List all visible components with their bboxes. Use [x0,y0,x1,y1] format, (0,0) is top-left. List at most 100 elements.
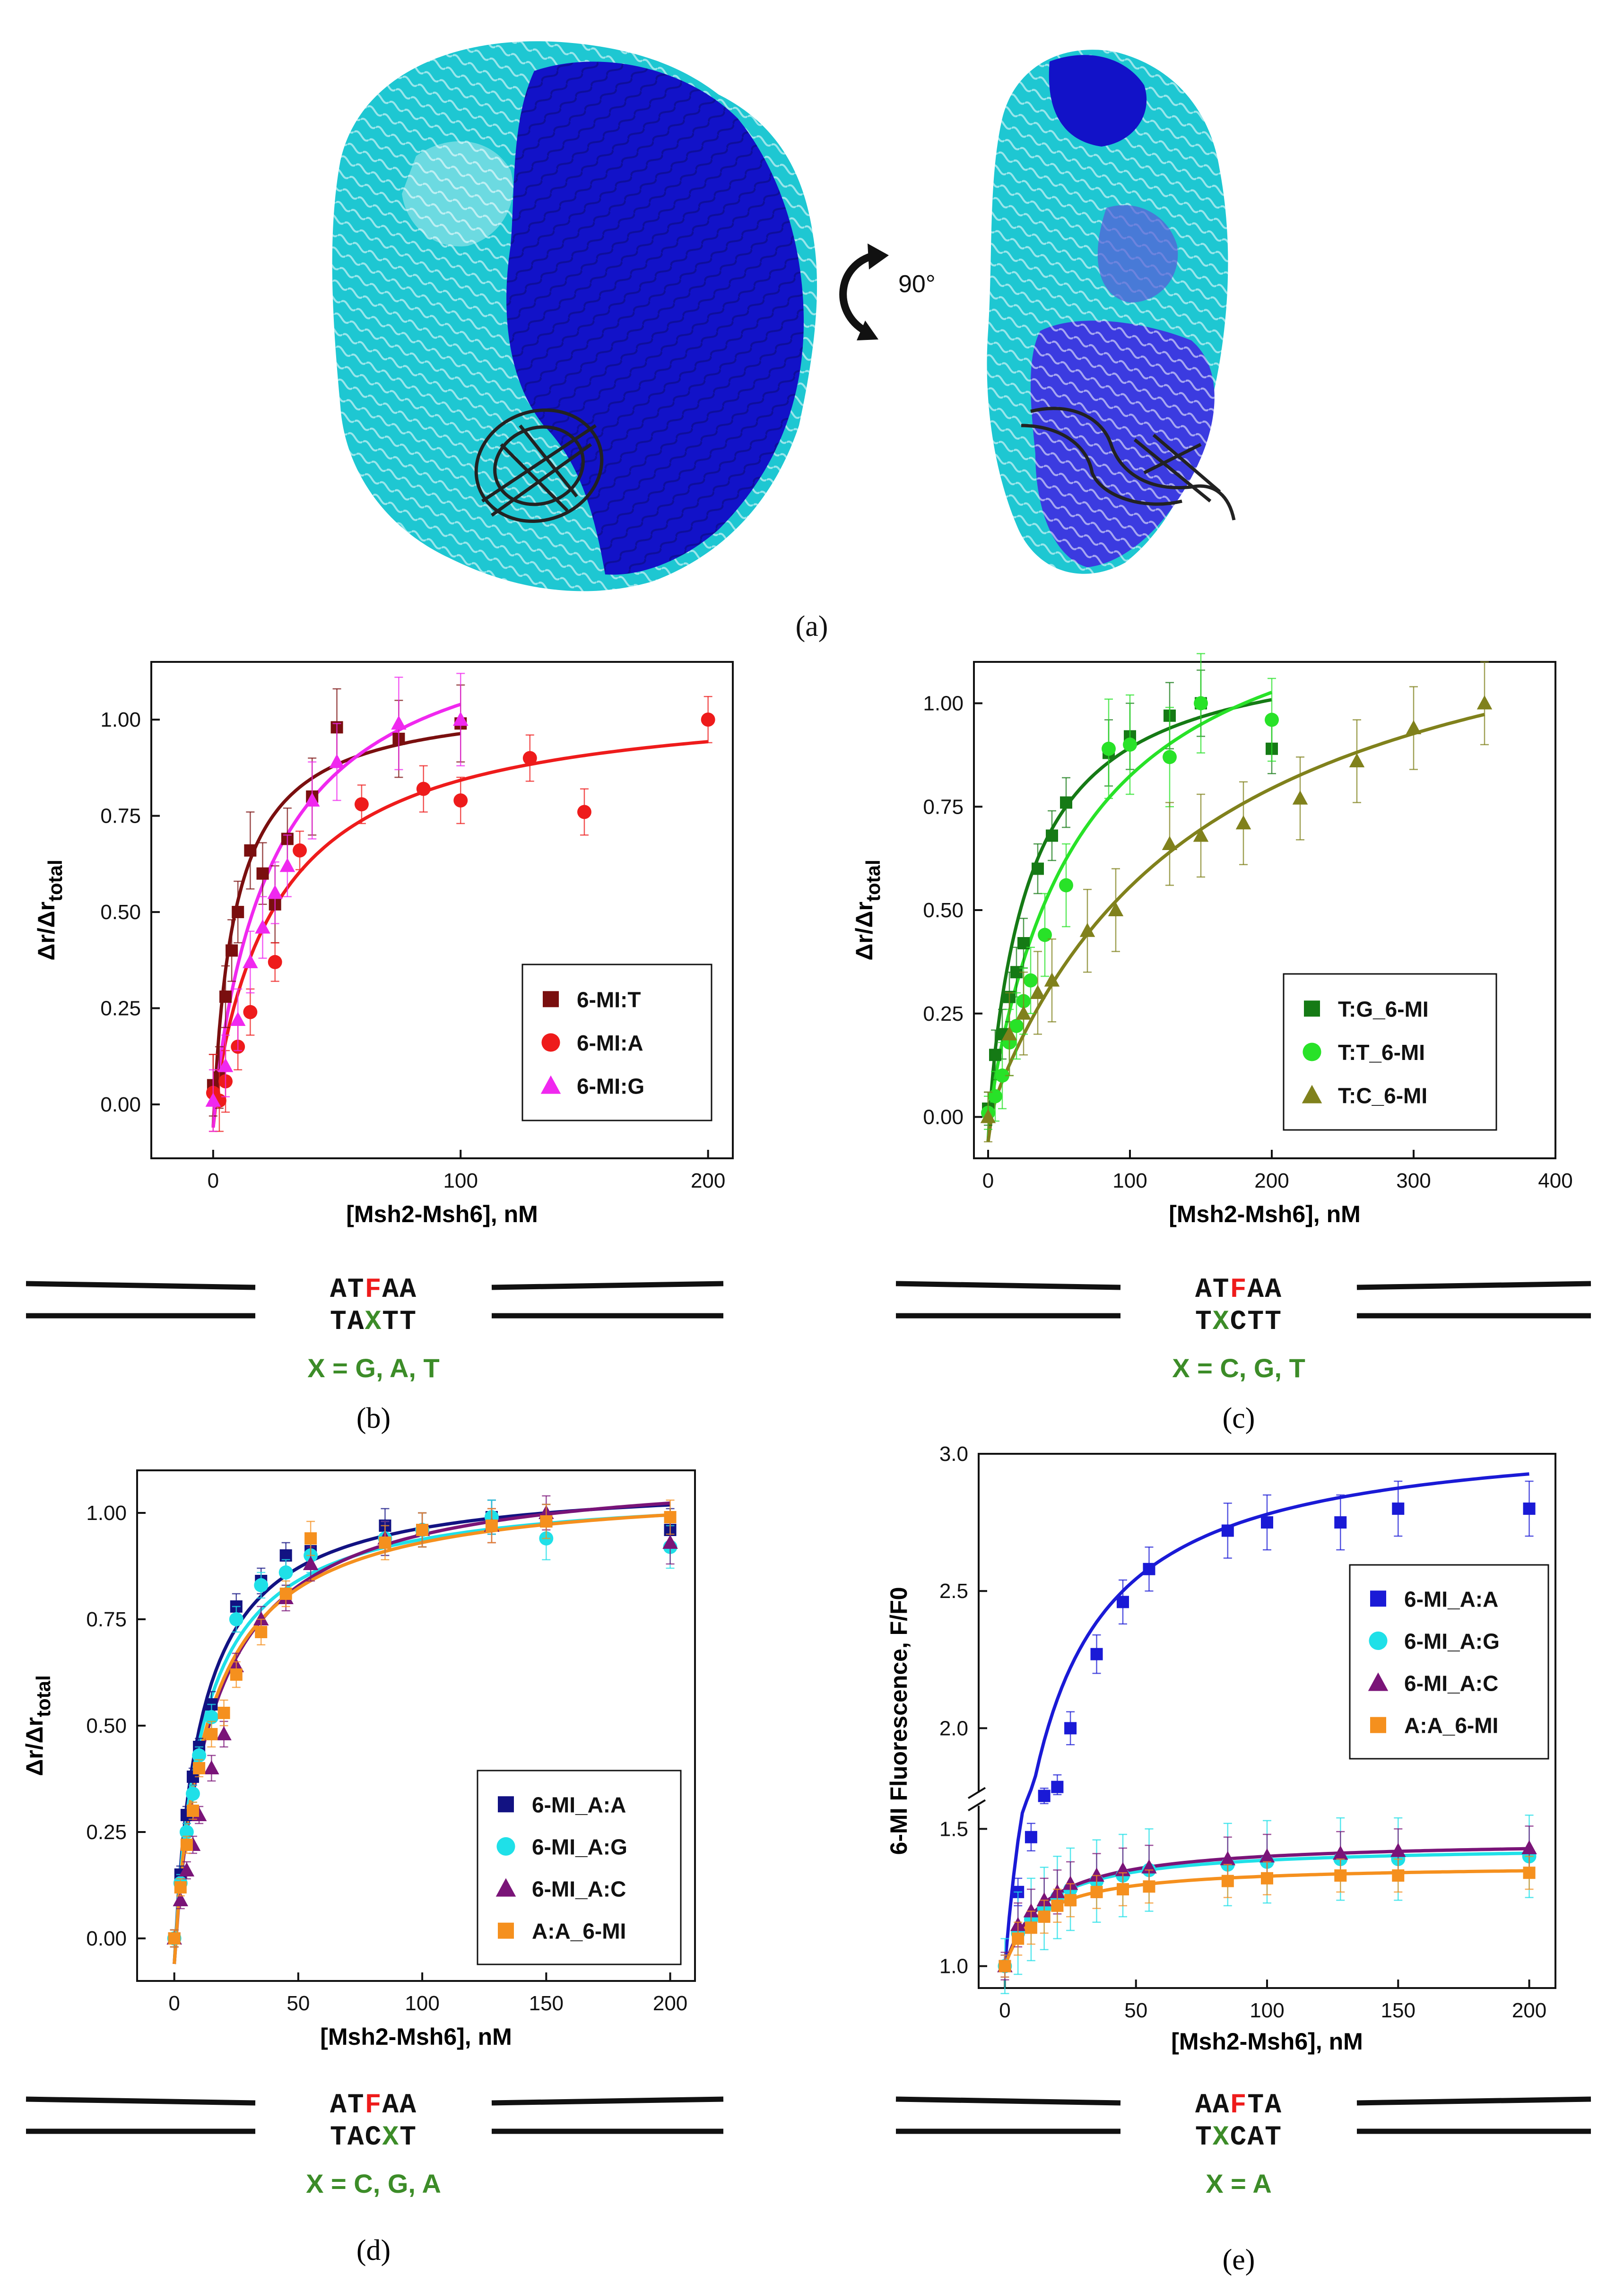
axes-e: 0 50 100 150 200 1.0 1.5 2.0 2.5 3.0 [939,1442,1546,2022]
sequence-top: ATFAA [330,1275,417,1305]
data-point [180,1839,193,1851]
data-point [995,1068,1009,1083]
data-point [1025,1921,1037,1934]
base: T [399,1307,417,1337]
y-axis-label-b: Δr/Δrtotal [33,860,66,960]
data-point [1261,1516,1273,1529]
dna-strand [895,2096,1121,2106]
legend-marker [1368,1672,1389,1691]
data-point [304,792,320,807]
axes-b: 0 100 200 0.00 0.25 0.50 0.75 1.00 [100,708,725,1192]
y-tick-label: 3.0 [939,1442,968,1466]
structure-front-view [332,41,817,591]
data-point [664,1511,677,1523]
base: C [365,2122,382,2153]
legend-label: 6-MI:G [577,1074,644,1099]
data-point [1235,815,1251,830]
panel-d: 0 50 100 150 200 0.00 0.25 0.50 0.75 1.00 6-MI_A:… [21,1469,724,2267]
data-point [232,906,244,919]
fit-curve [986,712,1485,1142]
base: X [365,1307,382,1337]
base: A [382,1275,399,1305]
base: A [1265,1275,1282,1305]
data-point [1476,695,1493,710]
data-point [191,1807,207,1821]
legend-marker [1370,1717,1386,1733]
base: A [1195,2090,1213,2121]
x-tick-label: 200 [691,1169,725,1192]
axis-break-e [967,1787,986,1812]
base: T [1247,1307,1265,1337]
panel-b: 0 100 200 0.00 0.25 0.50 0.75 1.00 6-MI:T 6-MI:A… [26,661,734,1434]
x-tick-label: 200 [1254,1169,1289,1192]
data-points-b [205,673,715,1132]
structure-panel: 90° (a) [332,41,1236,643]
legend-marker [543,991,559,1007]
data-point [303,1556,319,1570]
data-point [217,1707,230,1719]
dna-strand [26,1281,256,1290]
data-point [255,919,270,934]
y-tick-label: 2.0 [939,1717,968,1740]
y-tick-label: 0.75 [100,805,141,828]
data-point [577,805,591,819]
data-point [1064,1722,1077,1735]
y-tick-label: 0.25 [100,997,141,1020]
base: X [382,2122,399,2153]
base: A [1195,1275,1213,1305]
data-point [205,1093,221,1107]
data-point [1001,1026,1017,1041]
data-point [379,1537,391,1549]
base: T [1247,2090,1265,2121]
data-point [1023,1903,1039,1918]
data-point [1349,753,1365,767]
data-point [1012,1932,1025,1945]
data-point [1221,1524,1234,1537]
dna-strand [895,1281,1121,1290]
y-tick-label: 0.50 [86,1714,127,1737]
data-point [1143,1880,1155,1893]
data-point [278,1565,293,1580]
x-tick-label: 200 [653,1992,687,2015]
rotation-arrow: 90° [839,243,936,340]
y-tick-label: 0.50 [100,901,141,924]
base: X [1213,1307,1230,1337]
data-point [229,1612,243,1626]
legend-label: 6-MI_A:G [1404,1629,1500,1653]
data-point [186,1787,200,1801]
x-tick-label: 100 [1112,1169,1147,1192]
base: T [347,2090,365,2121]
base: X [1213,2122,1230,2153]
data-point [253,1611,269,1625]
data-point [662,1535,678,1549]
data-point [1392,1502,1405,1515]
data-point [226,944,238,957]
y-tick-label: 2.5 [939,1580,968,1603]
axis-break-mark [967,1799,986,1812]
base: F [365,1275,382,1305]
x-tick-label: 150 [1381,1999,1416,2022]
data-point [192,1748,207,1763]
base: A [330,1275,347,1305]
data-point [219,990,232,1003]
x-axis-label-e: [Msh2-Msh6], nM [1171,2028,1363,2055]
data-point [217,1058,234,1072]
data-point [304,1532,317,1545]
data-point [1051,1780,1064,1793]
x-tick-label: 300 [1396,1169,1431,1192]
data-point [1265,712,1279,727]
data-point [988,1089,1002,1103]
x-tick-label: 100 [405,1992,439,2015]
data-point [701,712,715,727]
legend-d: 6-MI_A:A 6-MI_A:G 6-MI_A:C A:A_6-MI [477,1770,682,1965]
base: A [1247,2122,1265,2153]
data-point [1038,1789,1051,1802]
data-point [1123,738,1137,752]
sequence-bottom: TXCAT [1195,2122,1282,2153]
data-point [1062,1876,1078,1890]
sequence-bottom: TACXT [330,2122,417,2153]
